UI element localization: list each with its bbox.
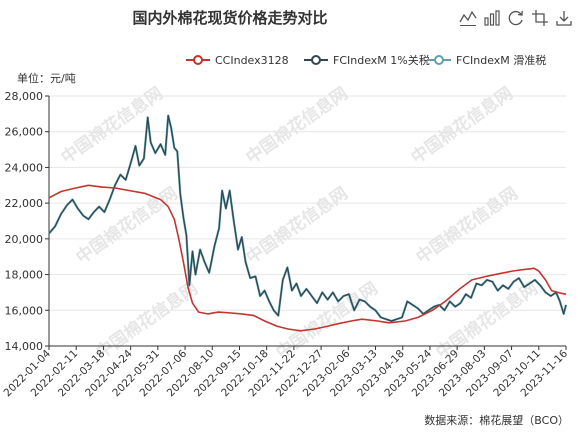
y-axis-unit-label: 单位：元/吨 — [17, 72, 76, 85]
y-tick-label: 22,000 — [5, 197, 44, 210]
y-tick-label: 14,000 — [5, 340, 44, 353]
y-tick-label: 16,000 — [5, 304, 44, 317]
legend-swatch-fcindexm-sliding — [427, 55, 451, 65]
toolbox — [453, 9, 573, 27]
legend: CCIndex3128 FCIndexM 1%关税 FCIndexM 滑准税 — [186, 52, 576, 68]
series-line-1[interactable] — [48, 115, 567, 322]
legend-item-fcindexm-1pct[interactable]: FCIndexM 1%关税 — [304, 52, 430, 68]
y-tick-label: 20,000 — [5, 233, 44, 246]
save-image-icon[interactable] — [555, 9, 573, 27]
watermark-text: 中国棉花信息网 — [412, 183, 522, 268]
legend-swatch-fcindexm-1pct — [304, 55, 328, 65]
legend-item-fcindexm-sliding[interactable]: FCIndexM 滑准税 — [427, 52, 546, 68]
legend-label-fcindexm-sliding: FCIndexM 滑准税 — [456, 54, 547, 67]
line-chart-icon[interactable] — [459, 9, 477, 27]
y-tick-label: 24,000 — [5, 161, 44, 174]
chart-title: 国内外棉花现货价格走势对比 — [132, 9, 328, 27]
bar-chart-icon[interactable] — [483, 9, 501, 27]
watermark-text: 中国棉花信息网 — [72, 183, 182, 268]
legend-item-ccindex3128[interactable]: CCIndex3128 — [186, 52, 289, 68]
restore-icon[interactable] — [507, 9, 525, 27]
y-tick-label: 26,000 — [5, 126, 44, 139]
legend-label-fcindexm-1pct: FCIndexM 1%关税 — [333, 54, 430, 67]
series-line-0[interactable] — [48, 184, 567, 332]
watermark-text: 中国棉花信息网 — [432, 278, 542, 363]
series-layer — [48, 114, 568, 332]
y-tick-label: 18,000 — [5, 269, 44, 282]
legend-swatch-ccindex3128 — [186, 55, 210, 65]
source-label: 数据来源：棉花展望（BCO） — [424, 414, 569, 427]
data-zoom-icon[interactable] — [531, 9, 549, 27]
watermark-text: 中国棉花信息网 — [242, 183, 352, 268]
watermark-text: 中国棉花信息网 — [92, 278, 202, 363]
legend-label-ccindex3128: CCIndex3128 — [215, 53, 289, 67]
y-tick-label: 28,000 — [5, 90, 44, 103]
